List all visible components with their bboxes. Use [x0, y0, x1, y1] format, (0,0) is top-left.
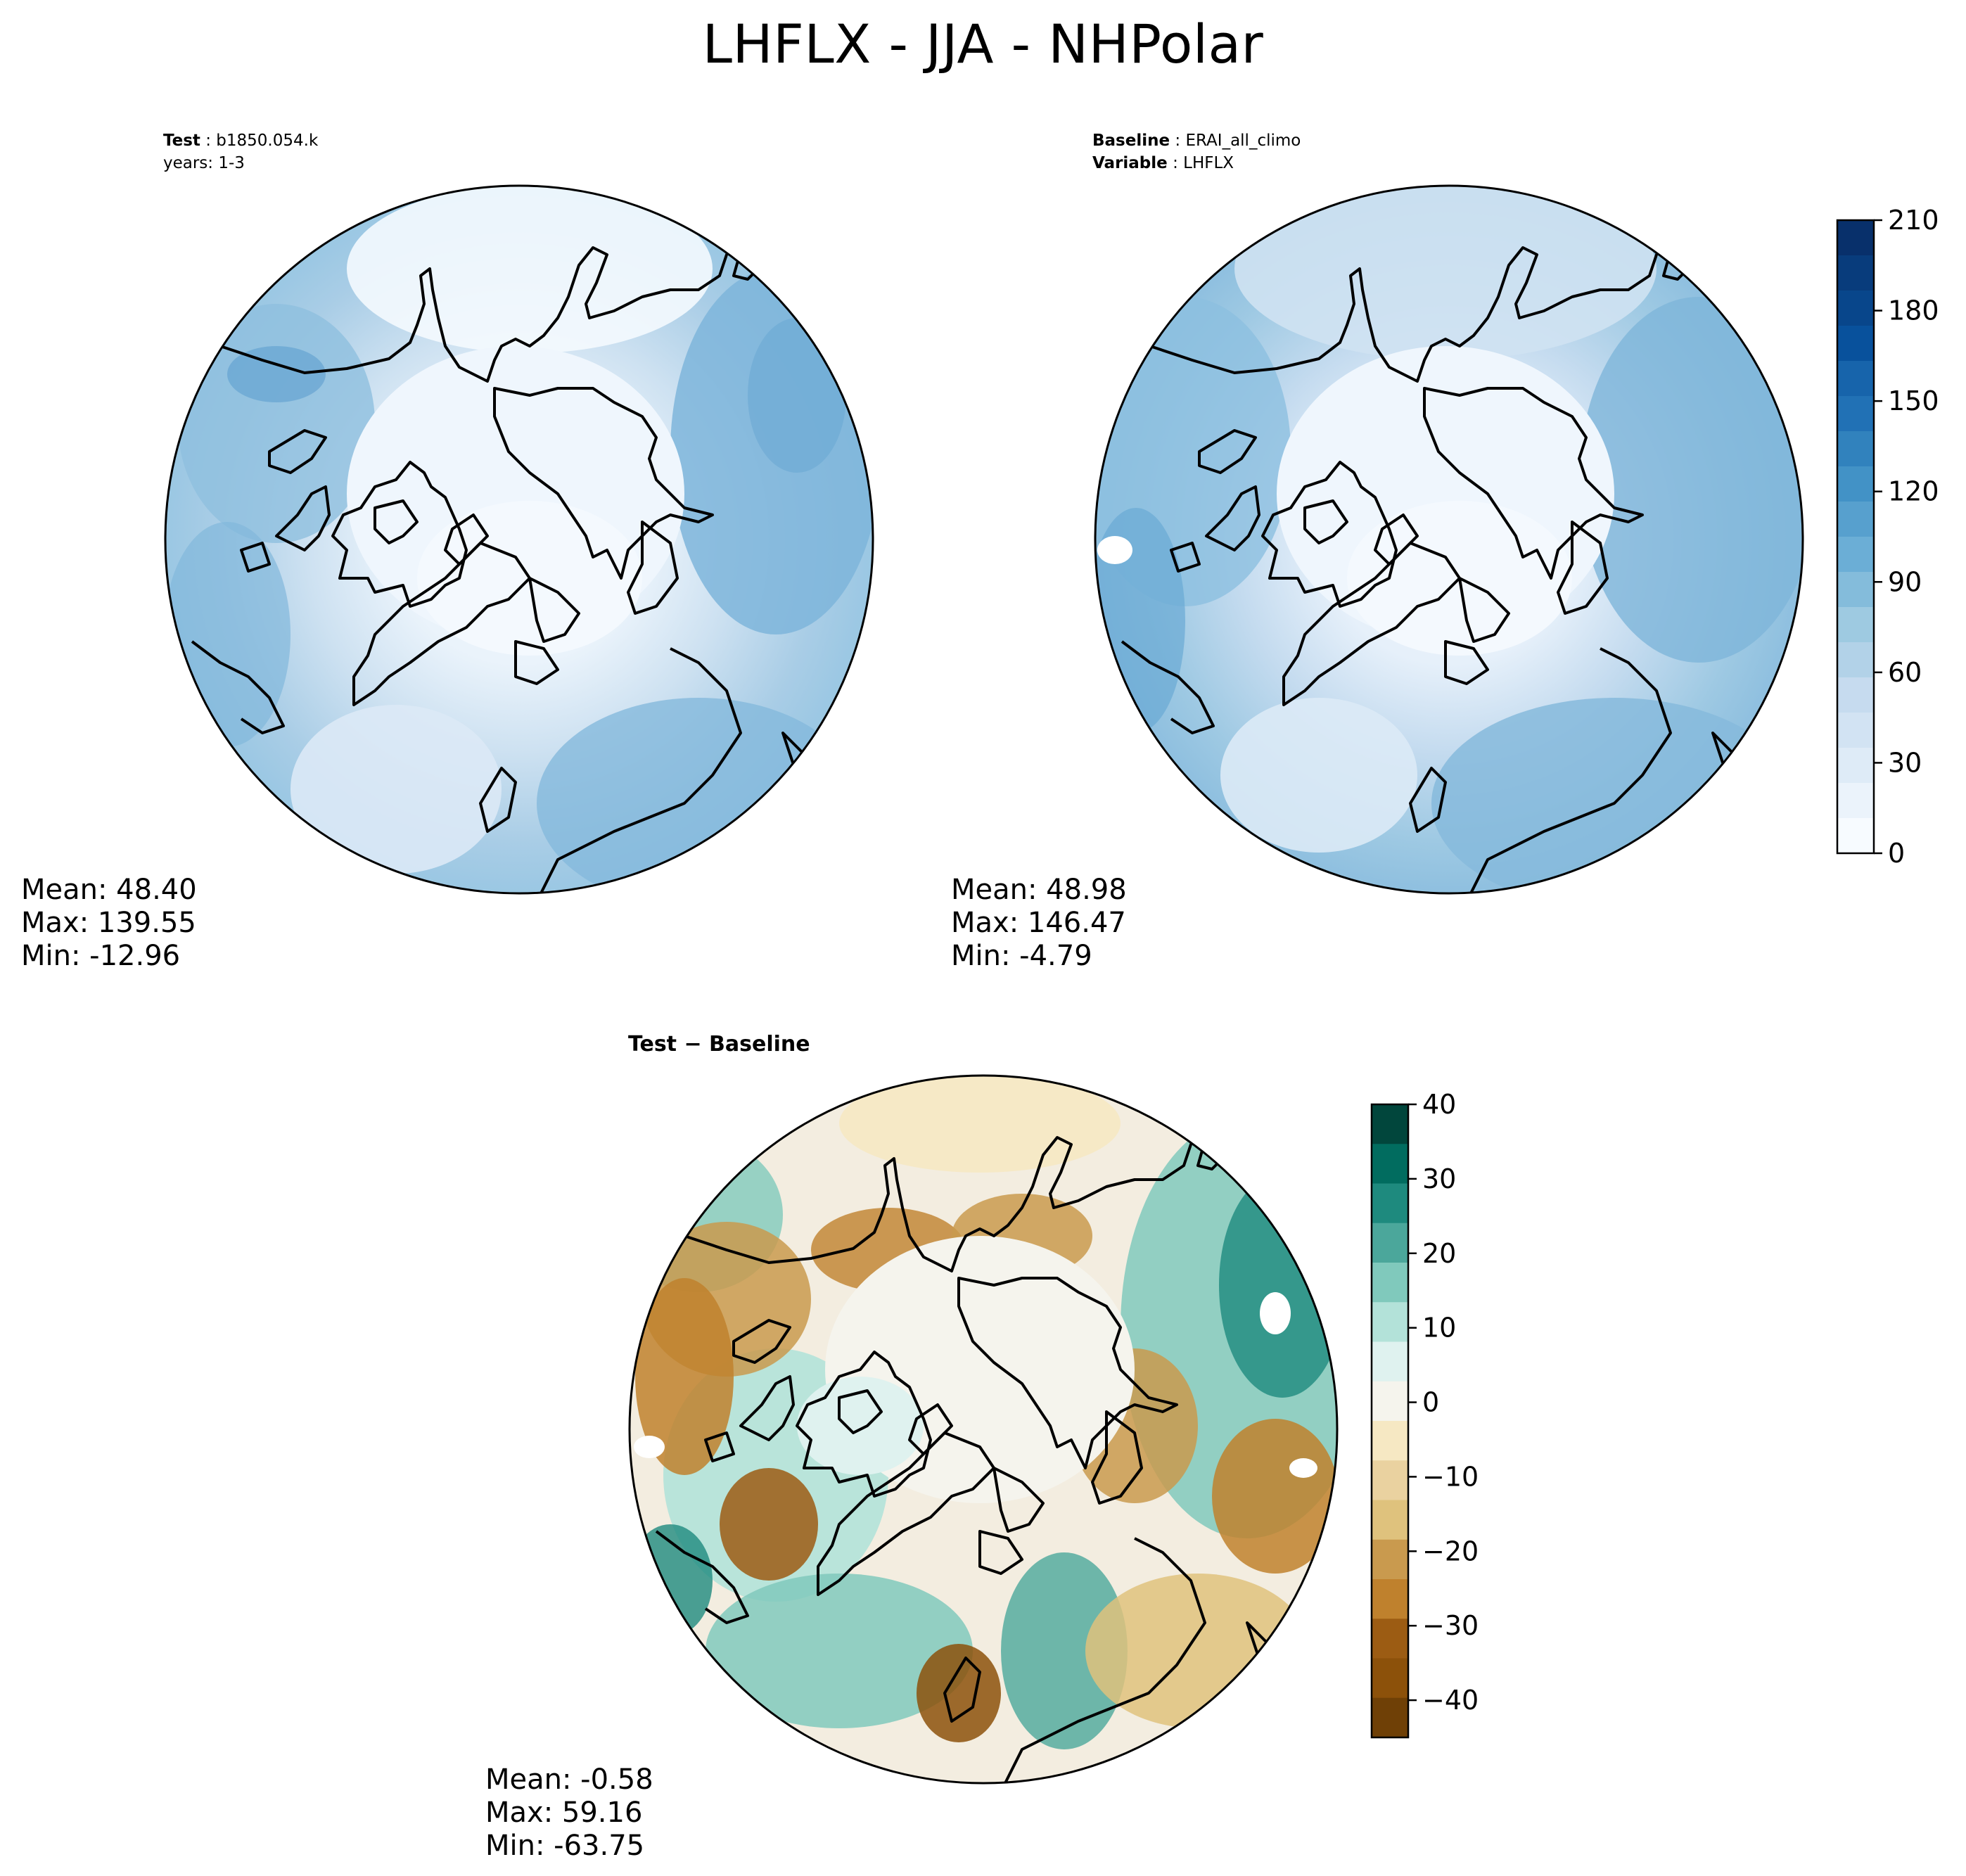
colorbar-top-tick-label: 30 — [1888, 747, 1922, 778]
colorbar-diff-swatch — [1372, 1104, 1408, 1144]
colorbar-top-swatch — [1837, 783, 1874, 819]
colorbar-diff-swatch — [1372, 1579, 1408, 1619]
colorbar-diff-tick-label: 20 — [1422, 1238, 1456, 1269]
baseline-min: Min: -4.79 — [951, 940, 1092, 972]
test-case-name: b1850.054.k — [216, 132, 319, 150]
colorbar-top-swatch — [1837, 255, 1874, 291]
colorbar-test-baseline: 0 30 60 90 120 150 180 210 — [1836, 205, 1939, 869]
colorbar-diff-swatch — [1372, 1421, 1408, 1461]
baseline-max: Max: 146.47 — [951, 907, 1126, 939]
colorbar-diff-swatch — [1372, 1539, 1408, 1580]
baseline-stats: Mean: 48.98 Max: 146.47 Min: -4.79 — [951, 874, 1127, 973]
colorbar-top-tick-label: 120 — [1888, 476, 1939, 507]
diff-stats: Mean: -0.58 Max: 59.16 Min: -63.75 — [485, 1763, 653, 1863]
colorbar-diff-swatch — [1372, 1341, 1408, 1382]
colorbar-top-swatch — [1837, 291, 1874, 326]
baseline-mean: Mean: 48.98 — [951, 874, 1127, 906]
colorbar-top-tick-label: 0 — [1888, 838, 1905, 869]
test-max: Max: 139.55 — [21, 907, 196, 939]
colorbar-top-swatch — [1837, 326, 1874, 362]
colorbar-top-swatch — [1837, 220, 1874, 256]
colorbar-top-swatch — [1837, 537, 1874, 573]
baseline-caption: Baseline : ERAI_all_climo Variable : LHF… — [1092, 132, 1301, 172]
colorbar-top-swatch — [1837, 361, 1874, 397]
colorbar-top-swatch — [1837, 431, 1874, 467]
diff-max: Max: 59.16 — [485, 1797, 643, 1829]
colorbar-diff-tick-label: −10 — [1422, 1461, 1479, 1492]
colorbar-diff-swatch — [1372, 1183, 1408, 1224]
colorbar-diff-tick-label: −40 — [1422, 1685, 1479, 1716]
colorbar-diff-swatch — [1372, 1658, 1408, 1699]
test-min: Min: -12.96 — [21, 940, 181, 972]
colorbar-diff-tick-label: 40 — [1422, 1089, 1456, 1120]
colorbar-difference: 40 30 20 10 0 −10 −20 −30 −40 — [1370, 1089, 1479, 1739]
baseline-key: Baseline — [1092, 132, 1170, 150]
colorbar-top-tick-label: 210 — [1888, 205, 1939, 236]
colorbar-diff-tick-label: 30 — [1422, 1163, 1456, 1194]
test-years: years: 1-3 — [163, 154, 245, 172]
colorbar-top-swatch — [1837, 748, 1874, 784]
colorbar-top-frame — [1836, 219, 1875, 855]
colorbar-top-swatch — [1837, 818, 1874, 854]
colorbar-diff-tick-label: −30 — [1422, 1610, 1479, 1641]
colorbar-diff-tick-label: 10 — [1422, 1313, 1456, 1344]
colorbar-diff-swatch — [1372, 1500, 1408, 1540]
diff-label: Test − Baseline — [628, 1032, 810, 1057]
colorbar-diff-swatch — [1372, 1144, 1408, 1185]
test-stats: Mean: 48.40 Max: 139.55 Min: -12.96 — [21, 874, 197, 973]
colorbar-diff-tick-label: 0 — [1422, 1387, 1439, 1418]
colorbar-top-tick-label: 60 — [1888, 657, 1922, 688]
test-mean: Mean: 48.40 — [21, 874, 197, 906]
baseline-case-name: ERAI_all_climo — [1185, 132, 1301, 150]
test-key: Test — [163, 132, 200, 150]
colorbar-top-tick-label: 90 — [1888, 566, 1922, 597]
test-polar-map — [164, 184, 874, 895]
colorbar-top-swatch — [1837, 466, 1874, 502]
colorbar-diff-tick-label: −20 — [1422, 1536, 1479, 1566]
colorbar-diff-swatch — [1372, 1263, 1408, 1303]
colorbar-diff-swatch — [1372, 1619, 1408, 1659]
colorbar-top-swatch — [1837, 607, 1874, 643]
variable-key: Variable — [1092, 154, 1168, 172]
diff-caption: Test − Baseline — [628, 1033, 810, 1056]
diff-mean: Mean: -0.58 — [485, 1763, 653, 1796]
baseline-polar-map — [1094, 184, 1804, 895]
colorbar-top-swatch — [1837, 396, 1874, 432]
variable-name: LHFLX — [1183, 154, 1234, 172]
colorbar-top-tick-label: 150 — [1888, 385, 1939, 416]
colorbar-diff-swatch — [1372, 1460, 1408, 1501]
colorbar-top-swatch — [1837, 713, 1874, 748]
colorbar-top-swatch — [1837, 677, 1874, 713]
colorbar-diff-swatch — [1372, 1302, 1408, 1343]
colorbar-diff-swatch — [1372, 1381, 1408, 1422]
colorbar-diff-swatch — [1372, 1223, 1408, 1263]
colorbar-top-swatch — [1837, 572, 1874, 608]
colorbar-diff-swatch — [1372, 1697, 1408, 1738]
colorbar-top-swatch — [1837, 642, 1874, 678]
colorbar-top-tick-label: 180 — [1888, 295, 1939, 326]
figure-title: LHFLX - JJA - NHPolar — [702, 13, 1264, 75]
test-caption: Test : b1850.054.k years: 1-3 — [163, 129, 318, 174]
difference-polar-map — [628, 1074, 1339, 1785]
diff-min: Min: -63.75 — [485, 1830, 645, 1862]
colorbar-top-swatch — [1837, 502, 1874, 537]
colorbar-diff-frame — [1370, 1103, 1410, 1739]
